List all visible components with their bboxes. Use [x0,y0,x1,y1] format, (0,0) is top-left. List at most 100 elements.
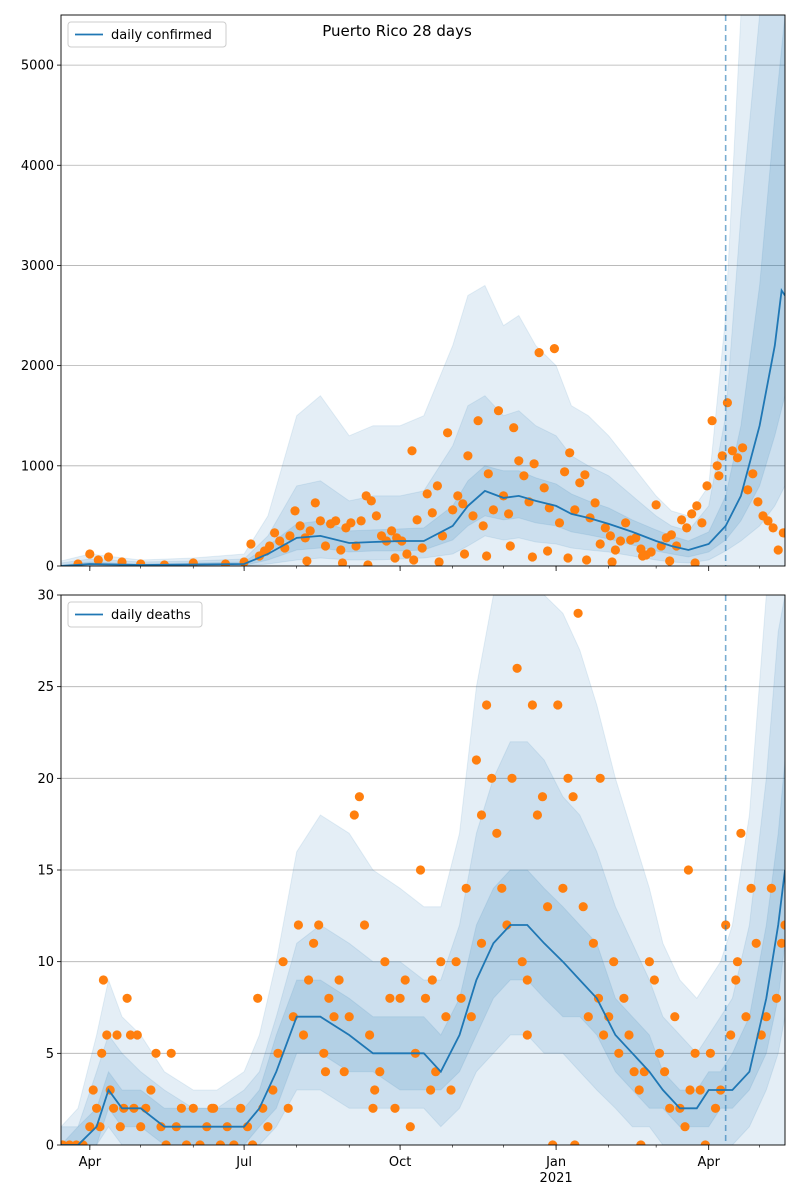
plot-area [61,15,785,566]
observed-point [466,1012,476,1022]
observed-point [422,489,432,499]
observed-point [207,1103,217,1113]
observed-point [512,663,522,673]
y-tick-label: 5000 [21,59,54,74]
observed-point [329,1012,339,1022]
observed-point [337,558,348,566]
observed-point [310,498,320,508]
observed-point [417,543,427,553]
observed-point [482,551,492,561]
observed-point [482,700,492,710]
observed-point [560,467,570,477]
observed-point [443,428,453,438]
observed-point [493,406,504,416]
observed-point [461,883,471,893]
observed-point [507,773,517,783]
observed-point [354,792,364,802]
observed-point [324,993,334,1003]
observed-point [487,773,497,783]
observed-point [405,1122,415,1132]
figure-title: Puerto Rico 28 days [322,22,472,40]
y-tick-label: 3000 [21,259,54,274]
observed-point [690,558,700,566]
observed-point [371,511,381,521]
observed-point [471,755,481,765]
observed-point [636,544,646,554]
observed-point [366,496,376,506]
observed-point [514,456,524,466]
observed-point [666,530,677,540]
observed-point [437,531,448,541]
observed-point [385,993,395,1003]
observed-point [522,1030,532,1040]
y-tick-label: 20 [37,772,54,787]
observed-point [359,920,370,930]
observed-point [468,511,478,521]
observed-point [712,461,722,471]
observed-point [578,902,588,912]
observed-point [609,957,619,967]
observed-point [409,555,419,565]
observed-point [599,1030,609,1040]
observed-point [682,523,692,533]
observed-point [600,523,610,533]
observed-point [229,1140,239,1145]
observed-point [109,1103,119,1113]
observed-point [727,446,738,456]
observed-point [112,1030,122,1040]
y-tick-label: 4000 [21,159,54,174]
observed-point [705,1048,716,1058]
observed-point [697,518,707,528]
observed-point [293,920,303,930]
observed-point [717,451,727,461]
observed-point [441,1012,451,1022]
observed-point [458,499,468,509]
observed-point [570,505,580,515]
observed-point [315,516,325,526]
observed-point [176,1103,186,1113]
observed-point [646,547,656,557]
observed-point [390,1103,400,1113]
observed-point [768,523,778,533]
observed-point [161,1140,171,1145]
observed-point [92,1103,102,1113]
observed-point [553,700,563,710]
observed-point [102,1030,112,1040]
observed-point [614,1048,624,1058]
observed-point [529,459,539,469]
observed-point [539,483,549,493]
observed-point [732,957,743,967]
observed-point [619,993,629,1003]
observed-point [746,883,756,893]
observed-point [407,446,417,456]
y-tick-label: 15 [37,864,54,879]
observed-point [543,902,553,912]
observed-point [346,518,356,528]
observed-point [97,1048,107,1058]
observed-point [595,539,605,549]
observed-point [748,469,758,479]
legend-label: daily confirmed [111,28,212,43]
observed-point [334,975,344,985]
observed-point [702,481,712,491]
axes-frame [60,14,786,567]
observed-point [283,1103,293,1113]
observed-point [304,975,314,985]
observed-point [780,920,785,930]
uncertainty-band-inner [61,759,785,1145]
observed-point [278,957,288,967]
observed-point [548,1140,558,1145]
observed-point [432,481,442,491]
observed-point [568,792,578,802]
observed-point [215,1140,225,1145]
observed-point [665,1103,675,1113]
observed-point [268,1085,278,1095]
observed-point [195,1140,205,1145]
observed-point [85,549,95,559]
observed-point [732,453,743,463]
y-tick-label: 25 [37,680,54,695]
observed-point [532,810,543,820]
observed-point [509,423,519,433]
observed-point [582,555,592,565]
observed-point [687,509,697,519]
